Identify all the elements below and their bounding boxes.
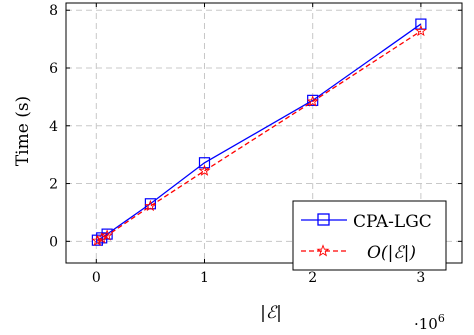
data-point-star	[91, 234, 104, 246]
x-tick-label: 0	[92, 270, 101, 286]
data-point-square	[415, 18, 427, 30]
data-point-star	[198, 164, 211, 176]
legend-label-cpa-lgc: CPA-LGC	[353, 212, 432, 232]
data-point-star	[101, 229, 114, 241]
y-tick-label: 0	[49, 234, 58, 250]
x-axis-multiplier: ·106	[414, 312, 445, 333]
x-tick-label: 1	[200, 270, 209, 286]
data-point-star	[144, 199, 157, 212]
x-tick-label: 2	[308, 270, 317, 286]
y-axis-label: Time (s)	[13, 96, 33, 166]
legend-box	[292, 200, 447, 271]
y-tick-label: 2	[49, 177, 58, 193]
x-tick-label: 3	[416, 270, 425, 286]
series-line-1	[97, 30, 422, 242]
data-point-star	[306, 95, 319, 107]
data-point-star	[414, 24, 427, 37]
y-tick-label: 8	[49, 3, 58, 19]
x-axis-multiplier-exponent: 6	[438, 312, 445, 325]
plot-frame	[65, 2, 463, 264]
series	[91, 18, 427, 246]
legend-marker-square	[317, 213, 330, 226]
data-point-square	[144, 198, 156, 210]
x-axis-multiplier-base: ·10	[414, 315, 438, 333]
legend: CPA-LGC O(|ℰ|)	[292, 200, 447, 271]
data-point-square	[198, 157, 211, 169]
legend-label-linear-bound: O(|ℰ|)	[367, 243, 416, 263]
x-axis-label: |ℰ|	[260, 303, 282, 323]
y-tick-label: 6	[49, 61, 58, 77]
legend-star-shape	[316, 244, 330, 257]
y-tick-label: 4	[49, 119, 58, 135]
legend-marker-star	[316, 244, 330, 257]
